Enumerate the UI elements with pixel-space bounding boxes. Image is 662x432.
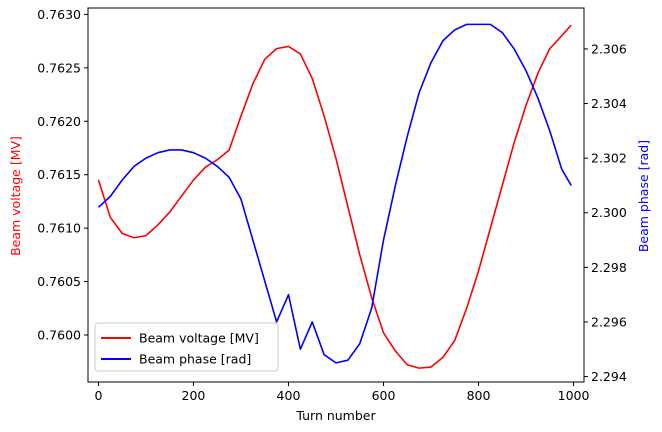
right-y-tick-label: 2.304 (591, 96, 627, 111)
right-y-tick-label: 2.300 (591, 205, 627, 220)
legend: Beam voltage [MV] Beam phase [rad] (94, 322, 279, 372)
right-y-tick-label: 2.306 (591, 41, 627, 56)
plot-lines (97, 23, 572, 369)
right-y-tick-label: 2.298 (591, 260, 627, 275)
right-y-axis-title: Beam phase [rad] (636, 140, 651, 252)
left-y-axis-title: Beam voltage [MV] (8, 136, 23, 256)
left-y-tick-label: 0.7615 (37, 167, 81, 182)
x-axis-title: Turn number (295, 408, 376, 423)
x-tick-label: 800 (467, 388, 491, 403)
right-y-tick-label: 2.294 (591, 369, 627, 384)
left-y-tick-label: 0.7610 (37, 221, 81, 236)
series-line-beam-phase (97, 23, 572, 364)
plot-frame (87, 7, 585, 383)
right-y-tick-label: 2.302 (591, 151, 627, 166)
x-tick-label: 0 (94, 388, 102, 403)
x-tick-label: 400 (277, 388, 301, 403)
legend-label-phase: Beam phase [rad] (139, 352, 251, 367)
left-y-tick-label: 0.7625 (37, 60, 81, 75)
legend-label-voltage: Beam voltage [MV] (139, 331, 259, 346)
left-y-tick-label: 0.7630 (37, 7, 81, 22)
x-tick-label: 200 (182, 388, 206, 403)
legend-box (94, 322, 279, 372)
x-tick-label: 600 (372, 388, 396, 403)
left-y-tick-label: 0.7600 (37, 327, 81, 342)
right-y-tick-label: 2.296 (591, 314, 627, 329)
left-y-tick-label: 0.7620 (37, 114, 81, 129)
axes (87, 7, 585, 383)
series-line-beam-voltage (97, 24, 572, 369)
x-tick-label: 1000 (558, 388, 590, 403)
ticks: 0 200 400 600 800 1000 0.7600 0.7605 0.7610 0.761… (37, 7, 627, 403)
left-y-tick-label: 0.7605 (37, 274, 81, 289)
